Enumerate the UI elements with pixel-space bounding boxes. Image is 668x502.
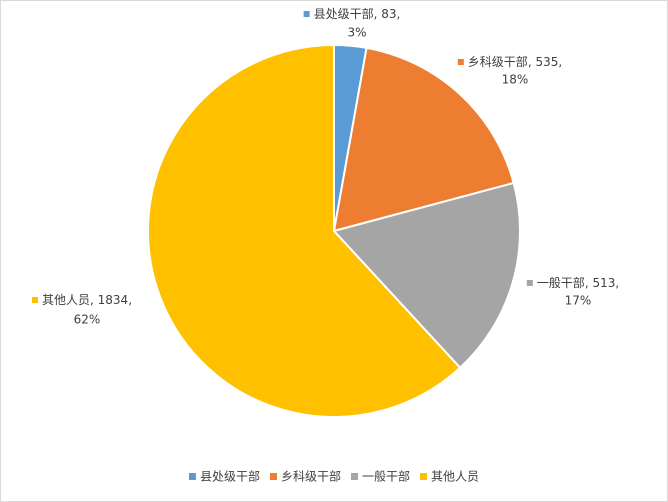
legend-swatch — [351, 473, 358, 480]
legend-label: 其他人员 — [431, 470, 479, 484]
label-value: 535 — [535, 55, 558, 69]
label-marker — [31, 297, 38, 303]
label-separator: , — [615, 276, 619, 290]
label-separator: , — [374, 7, 382, 21]
label-category: 其他人员 — [42, 293, 90, 307]
legend-swatch — [420, 473, 428, 480]
label-category: 乡科级干部 — [468, 54, 528, 69]
data-label-percent: 62% — [74, 313, 101, 327]
label-separator: , — [558, 55, 562, 69]
label-separator: , — [528, 55, 536, 69]
data-label: 其他人员, 1834, — [42, 293, 132, 307]
data-label-percent: 17% — [565, 294, 592, 308]
data-label: 乡科级干部, 535, — [468, 54, 562, 69]
label-separator: , — [585, 276, 593, 290]
data-label: 一般干部, 513, — [537, 275, 619, 290]
data-label-percent: 3% — [347, 26, 366, 40]
label-category: 县处级干部 — [314, 6, 374, 21]
label-value: 83 — [381, 7, 396, 21]
label-separator: , — [397, 7, 401, 21]
pie-slice — [332, 46, 515, 233]
legend-swatch — [188, 473, 196, 480]
label-separator: , — [90, 293, 98, 307]
data-label-percent: 18% — [502, 73, 529, 87]
label-value: 1834 — [98, 293, 129, 307]
legend: 县处级干部 乡科级干部 一般干部 其他人员 — [188, 469, 479, 484]
pie-slice — [332, 181, 521, 370]
label-marker — [303, 11, 310, 17]
label-marker — [526, 280, 533, 286]
label-category: 一般干部 — [537, 275, 585, 290]
label-marker — [457, 59, 464, 65]
legend-label: 一般干部 — [362, 469, 410, 484]
legend-swatch — [269, 473, 277, 480]
label-separator: , — [128, 293, 132, 307]
legend-label: 县处级干部 — [200, 469, 260, 484]
legend-label: 乡科级干部 — [281, 469, 341, 484]
label-value: 513 — [592, 276, 615, 290]
pie-slice — [147, 43, 462, 418]
data-label: 县处级干部, 83, — [314, 6, 401, 21]
